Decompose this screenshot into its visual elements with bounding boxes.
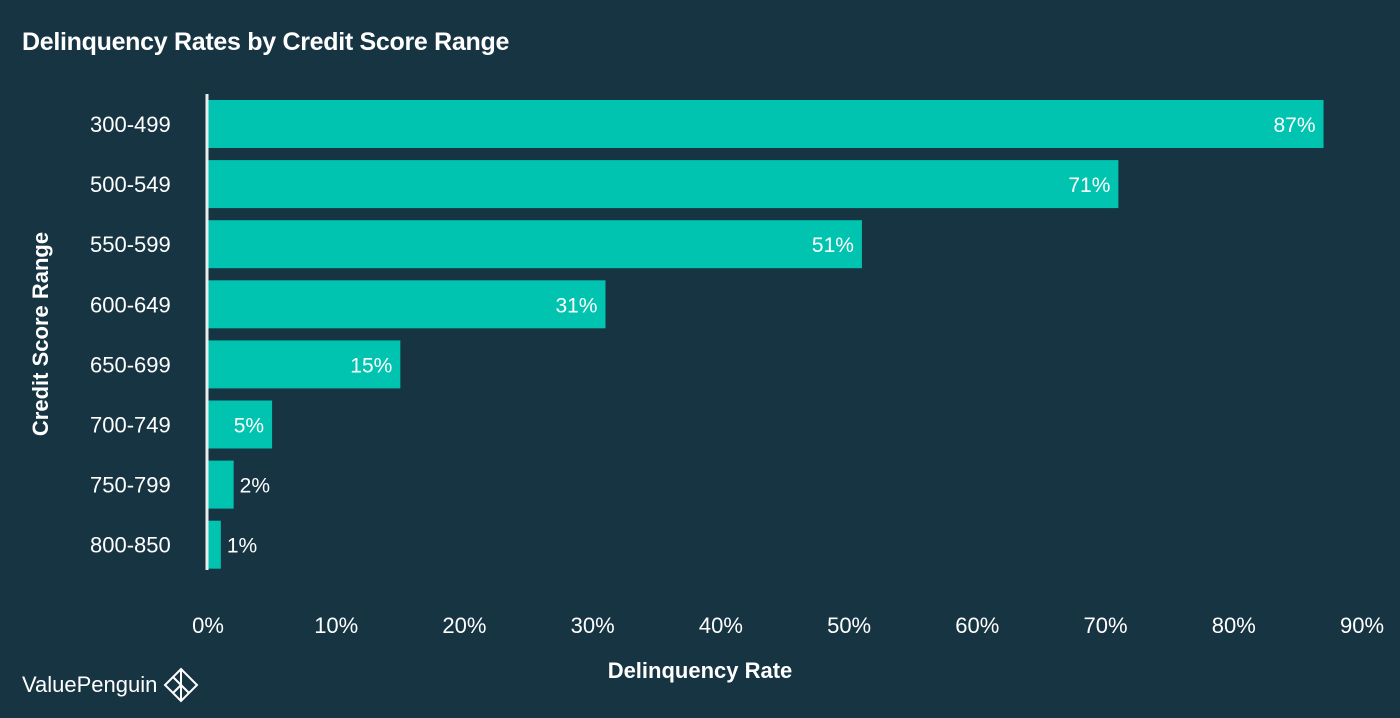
chart-title: Delinquency Rates by Credit Score Range bbox=[22, 28, 510, 56]
category-label-600-649: 600-649 bbox=[90, 292, 171, 317]
value-label-800-850: 1% bbox=[227, 535, 257, 558]
bar-500-549 bbox=[208, 160, 1119, 209]
value-label-500-549: 71% bbox=[1068, 174, 1110, 197]
category-label-750-799: 750-799 bbox=[90, 473, 171, 498]
value-label-700-749: 5% bbox=[234, 415, 264, 438]
x-tick-label-0: 0% bbox=[192, 613, 224, 638]
bar-800-850 bbox=[208, 520, 221, 569]
x-axis-title: Delinquency Rate bbox=[608, 658, 793, 683]
bar-600-649 bbox=[208, 280, 606, 329]
bar-650-699 bbox=[208, 340, 401, 389]
valuepenguin-logo-icon bbox=[163, 667, 199, 703]
category-label-500-549: 500-549 bbox=[90, 172, 171, 197]
bar-550-599 bbox=[208, 220, 862, 269]
x-tick-label-50: 50% bbox=[827, 613, 871, 638]
brand-name: ValuePenguin bbox=[22, 672, 158, 697]
bar-700-749 bbox=[208, 400, 273, 449]
bar-300-499 bbox=[208, 100, 1324, 148]
x-tick-label-90: 90% bbox=[1340, 613, 1384, 638]
x-tick-label-20: 20% bbox=[442, 613, 486, 638]
category-label-800-850: 800-850 bbox=[90, 533, 171, 558]
category-label-300-499: 300-499 bbox=[90, 112, 171, 137]
value-label-650-699: 15% bbox=[350, 354, 392, 377]
x-tick-label-40: 40% bbox=[699, 613, 743, 638]
value-label-550-599: 51% bbox=[812, 234, 854, 257]
x-tick-label-60: 60% bbox=[955, 613, 999, 638]
x-tick-label-10: 10% bbox=[314, 613, 358, 638]
x-tick-label-80: 80% bbox=[1212, 613, 1256, 638]
value-label-300-499: 87% bbox=[1274, 114, 1316, 137]
y-axis-title: Credit Score Range bbox=[28, 232, 53, 436]
category-label-700-749: 700-749 bbox=[90, 413, 171, 438]
brand-logo: ValuePenguin bbox=[22, 667, 199, 703]
category-label-550-599: 550-599 bbox=[90, 232, 171, 257]
value-label-600-649: 31% bbox=[555, 294, 597, 317]
bar-750-799 bbox=[208, 460, 234, 509]
value-label-750-799: 2% bbox=[240, 475, 270, 498]
category-label-650-699: 650-699 bbox=[90, 352, 171, 377]
x-tick-label-30: 30% bbox=[571, 613, 615, 638]
x-tick-label-70: 70% bbox=[1084, 613, 1128, 638]
